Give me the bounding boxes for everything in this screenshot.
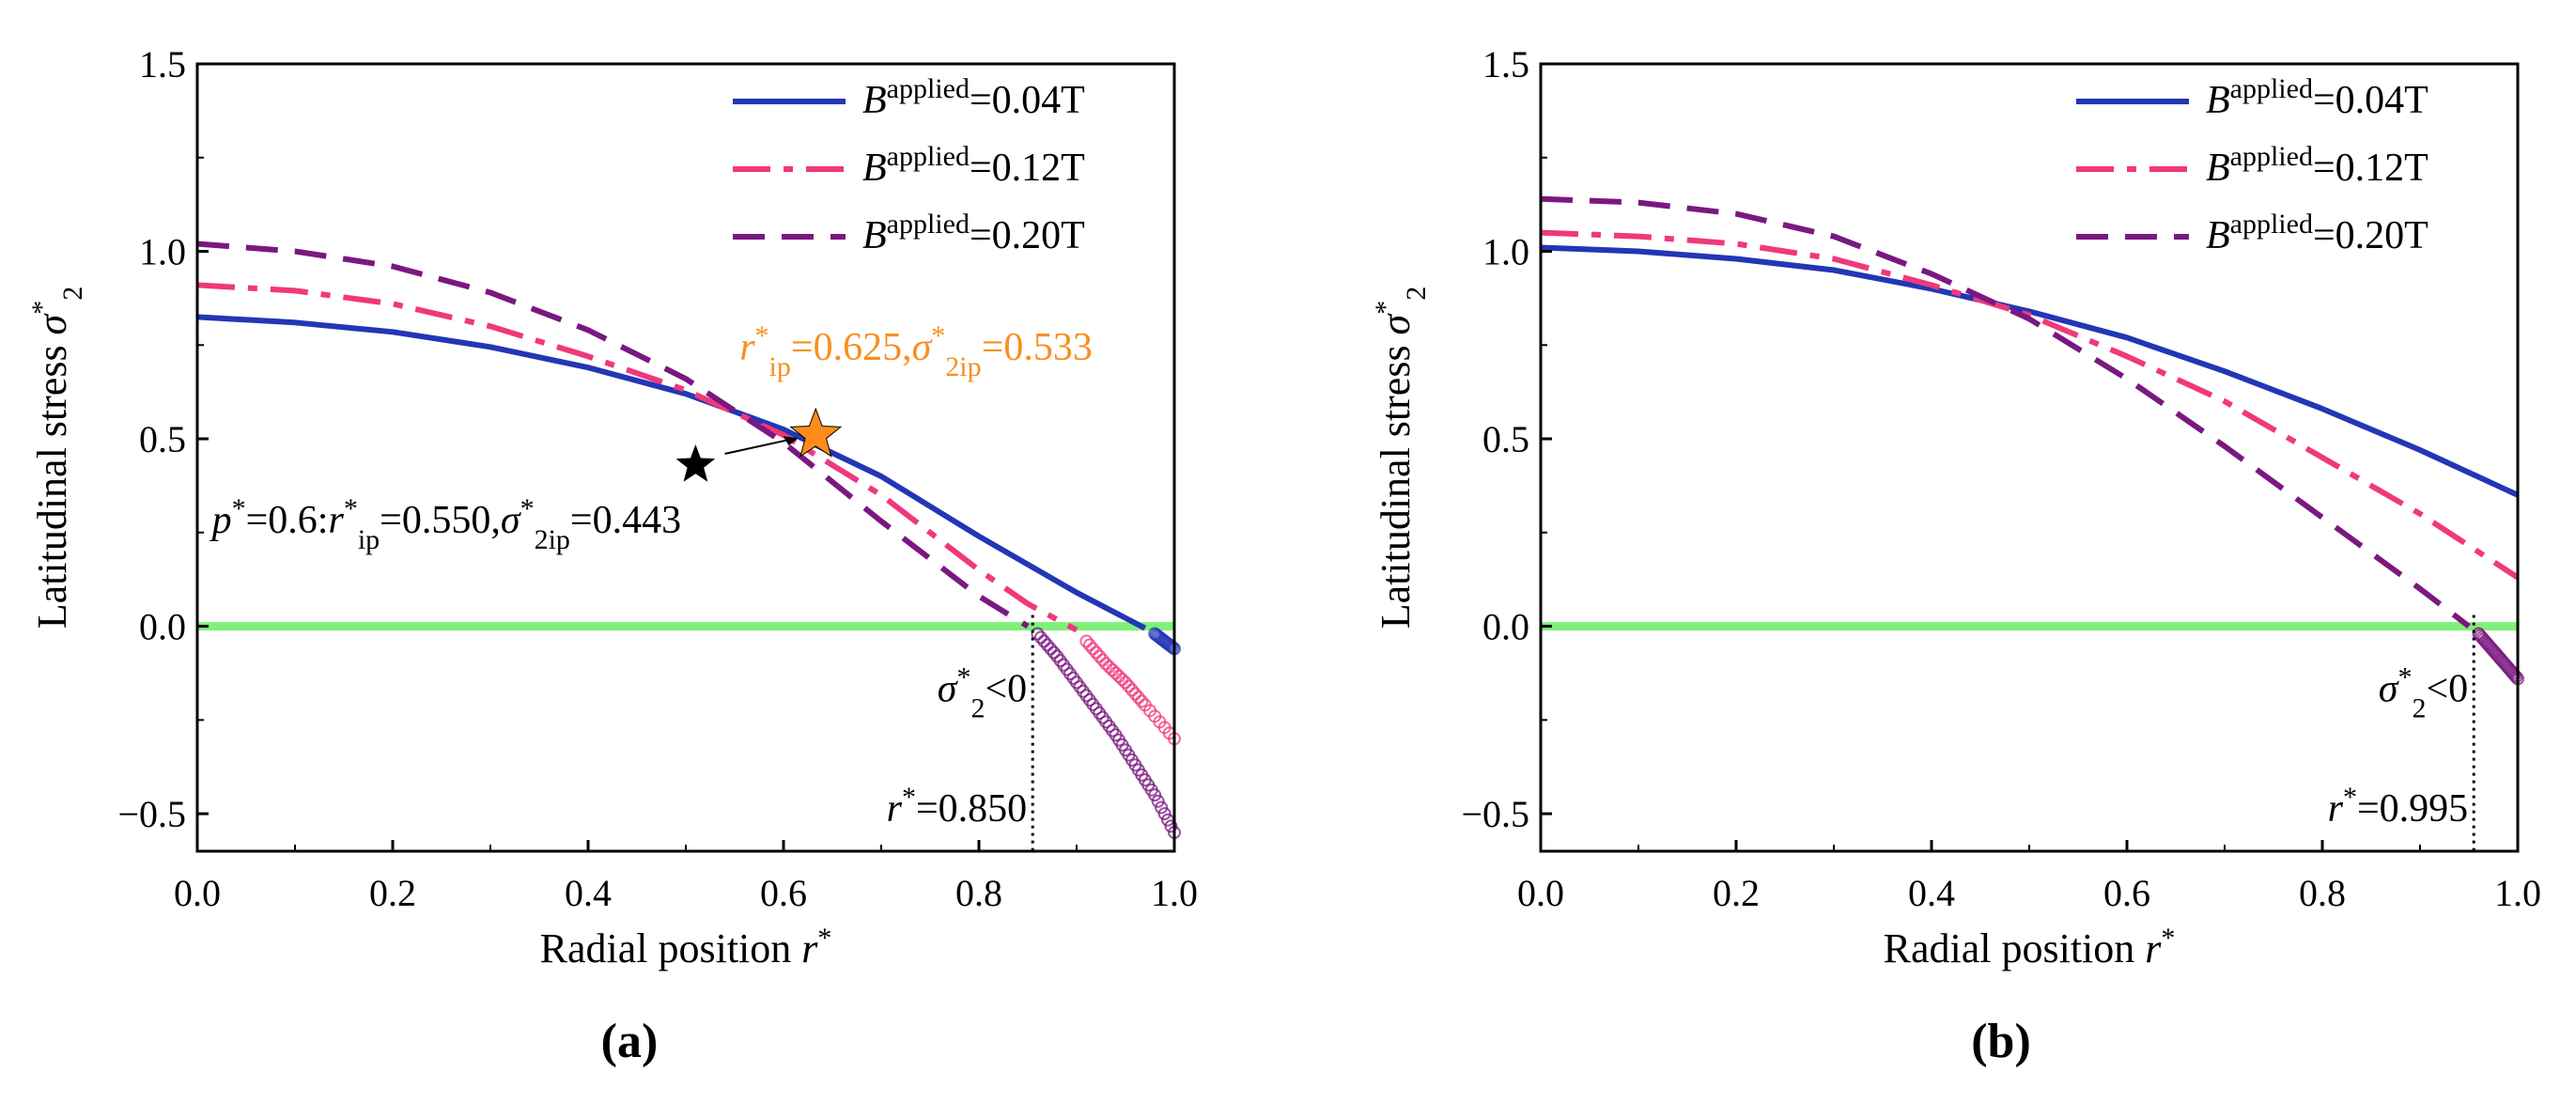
panel-label: (b) [1971, 1015, 2031, 1068]
negative-point [1157, 807, 1172, 821]
annotation-r-value: r*=0.850 [887, 782, 1028, 831]
x-tick-label: 0.4 [565, 872, 612, 914]
y-tick-label: 1.5 [1482, 43, 1529, 85]
legend-label-2: Bapplied=0.12T [2206, 141, 2429, 191]
y-tick-label: −0.5 [117, 793, 186, 835]
series-line-1 [196, 314, 1147, 631]
negative-point [1151, 794, 1165, 808]
y-tick-label: 0.0 [1482, 606, 1529, 648]
y-tick-label: 1.0 [1482, 231, 1529, 273]
negative-point [1109, 666, 1123, 680]
negative-point [1037, 634, 1051, 648]
y-tick-label: −0.5 [1461, 793, 1529, 835]
y-axis-label-group: Latitudinal stress σ*2 [26, 287, 88, 629]
y-tick-label: 0.5 [139, 418, 186, 460]
negative-point [1089, 645, 1103, 660]
legend-label-2: Bapplied=0.12T [862, 141, 1085, 191]
negative-point [1102, 660, 1116, 674]
negative-point [1040, 638, 1054, 652]
negative-point [1164, 819, 1178, 833]
x-tick-label: 0.2 [1713, 872, 1760, 914]
negative-point [1131, 691, 1145, 705]
series-line-3 [1540, 195, 2471, 629]
x-tick-label: 0.0 [1517, 872, 1564, 914]
y-tick-label: 1.5 [139, 43, 186, 85]
y-tick-label: 0.5 [1482, 418, 1529, 460]
series-line-1 [1540, 244, 2520, 498]
negative-point [1125, 683, 1139, 697]
negative-point [1155, 800, 1169, 815]
x-tick-label: 0.6 [2103, 872, 2150, 914]
negative-point [1047, 645, 1061, 660]
negative-point [1082, 638, 1096, 652]
legend: Bapplied=0.04T Bapplied=0.12T Bapplied=0.2… [733, 73, 1085, 258]
negative-point [1044, 642, 1058, 656]
series-line-3 [196, 241, 1030, 629]
chart-panel-a: 0.0 0.2 0.4 0.6 0.8 1.0 −0.5 0.0 0.5 1.0 1.5 Radial… [26, 43, 1199, 1068]
negative-point [1106, 663, 1120, 677]
inflection-star-black [675, 444, 716, 482]
negative-region-markers-1 [1148, 627, 1181, 656]
negative-point [1128, 687, 1142, 701]
negative-point [1031, 627, 1045, 641]
series-line-2 [1540, 229, 2520, 581]
legend-label-1: Bapplied=0.04T [862, 73, 1085, 123]
y-tick-label: 1.0 [139, 231, 186, 273]
negative-point [1079, 634, 1094, 648]
annotation-inflection-orange: r*ip=0.625,σ*2ip=0.533 [739, 320, 1093, 382]
negative-point [1119, 676, 1132, 690]
legend-label-1: Bapplied=0.04T [2206, 73, 2429, 123]
series-line-2 [196, 282, 1079, 633]
y-axis-label-group: Latitudinal stress σ*2 [1370, 287, 1432, 629]
negative-point [2507, 668, 2522, 682]
pointer-arrowhead [783, 436, 799, 446]
negative-point [1095, 653, 1110, 667]
negative-region-markers-2 [1079, 634, 1181, 746]
negative-point [1148, 788, 1162, 802]
negative-point [2509, 670, 2523, 684]
negative-region-markers-3 [1031, 627, 1181, 840]
negative-point [1115, 673, 1129, 687]
negative-point [1093, 649, 1107, 663]
negative-point [1122, 679, 1136, 693]
x-tick-label: 0.2 [369, 872, 416, 914]
x-tick-label: 0.6 [760, 872, 807, 914]
x-tick-label: 1.0 [2494, 872, 2541, 914]
annotation-negative-region: σ*2<0 [2379, 661, 2468, 723]
x-tick-label: 0.0 [174, 872, 221, 914]
legend-label-3: Bapplied=0.20T [2206, 209, 2429, 258]
chart-panel-b: 0.0 0.2 0.4 0.6 0.8 1.0 −0.5 0.0 0.5 1.0 1.5 Radial… [1370, 43, 2542, 1068]
negative-point [1164, 639, 1178, 653]
legend: Bapplied=0.04T Bapplied=0.12T Bapplied=0.2… [2076, 73, 2429, 258]
negative-point [1135, 694, 1149, 708]
negative-point [1086, 642, 1100, 656]
negative-point [1033, 630, 1047, 645]
panel-label: (a) [601, 1015, 659, 1068]
x-tick-label: 1.0 [1151, 872, 1198, 914]
negative-point [1112, 669, 1126, 683]
x-tick-label: 0.8 [955, 872, 1002, 914]
y-axis-label: Latitudinal stress σ*2 [1370, 287, 1432, 629]
negative-point [1166, 641, 1180, 655]
annotation-r-value: r*=0.995 [2328, 782, 2469, 831]
inflection-star-orange [789, 407, 843, 458]
legend-label-3: Bapplied=0.20T [862, 209, 1085, 258]
pointer-arrow [724, 438, 794, 455]
x-tick-label: 0.8 [2299, 872, 2346, 914]
y-tick-label: 0.0 [139, 606, 186, 648]
annotation-inflection-black: p*=0.6:r*ip=0.550,σ*2ip=0.443 [209, 492, 681, 554]
negative-region-markers-3 [2472, 627, 2524, 686]
x-axis-label: Radial position r* [540, 923, 832, 972]
annotation-negative-region: σ*2<0 [938, 661, 1027, 723]
y-axis-label: Latitudinal stress σ*2 [26, 287, 88, 629]
x-tick-label: 0.4 [1908, 872, 1955, 914]
x-axis-label: Radial position r* [1884, 923, 2176, 972]
